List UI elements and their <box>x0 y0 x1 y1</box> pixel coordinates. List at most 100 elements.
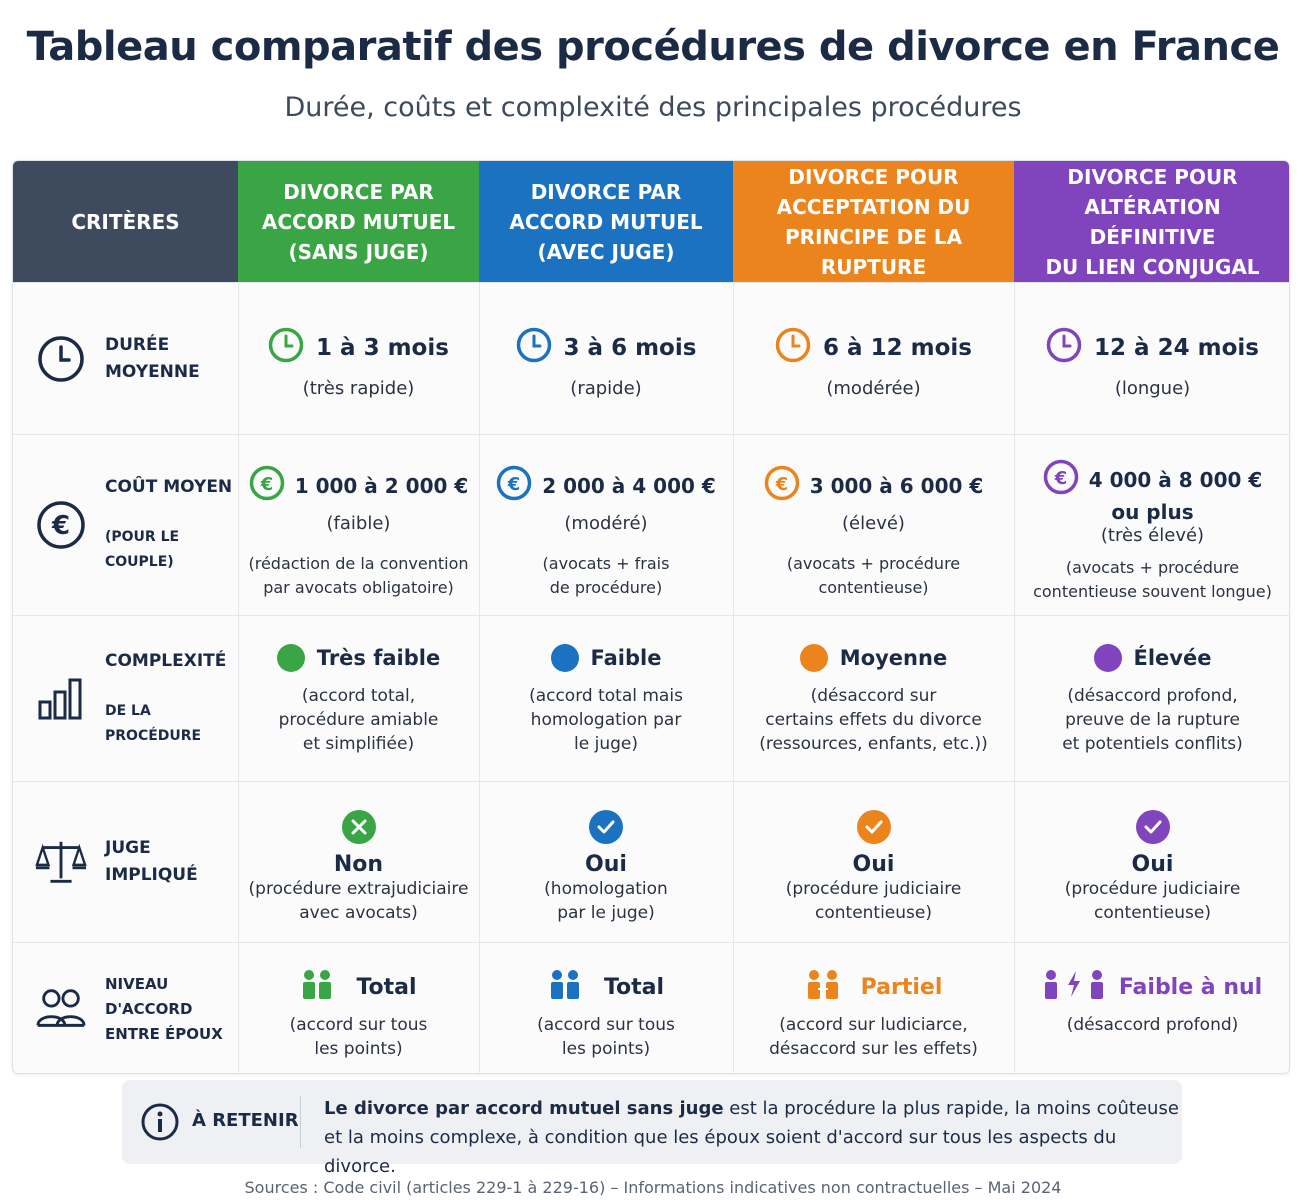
agreement-desc: (accord sur tous les points) <box>289 1015 428 1059</box>
clock-icon <box>516 327 552 369</box>
agreement-value: Partiel <box>860 974 943 1000</box>
clock-icon <box>775 327 811 369</box>
green-dot-icon <box>276 644 305 672</box>
row-accord: NIVEAU D'ACCORD ENTRE ÉPOUX Total (accor… <box>13 942 1289 1073</box>
check-icon <box>856 810 891 844</box>
duration-value: 6 à 12 mois <box>823 335 972 361</box>
bar-chart-icon <box>35 673 87 725</box>
judge-value: Oui <box>1131 852 1174 877</box>
orange-dot-icon <box>799 644 828 672</box>
comparison-table: CRITÈRES DIVORCE PAR ACCORD MUTUEL (SANS… <box>12 160 1290 1074</box>
duration-value: 3 à 6 mois <box>563 335 697 361</box>
scales-icon <box>35 836 87 888</box>
euro-icon: € <box>1043 459 1079 500</box>
retain-box: À RETENIR Le divorce par accord mutuel s… <box>122 1080 1182 1177</box>
agreement-value: Total <box>356 974 417 1000</box>
agreement-value: Faible à nul <box>1118 974 1263 1000</box>
euro-icon: € <box>249 465 285 506</box>
header-alteration: DIVORCE POUR ALTÉRATION DÉFINITIVE DU LI… <box>1014 161 1289 282</box>
cost-sub: (élevé) <box>842 513 905 534</box>
complexity-desc: (accord total mais homologation par le j… <box>529 686 683 754</box>
complexity-value: Élevée <box>1133 646 1212 670</box>
row-juge: JUGE IMPLIQUÉ Non (procédure extrajudici… <box>13 781 1289 942</box>
cost-value: 3 000 à 6 000 € <box>809 473 984 498</box>
row-duree: DURÉE MOYENNE 1 à 3 mois (très rapide) 3… <box>13 282 1289 434</box>
header-criteria: CRITÈRES <box>13 161 238 282</box>
retain-text-bold: Le divorce par accord mutuel sans juge <box>324 1098 724 1119</box>
cost-note: (avocats + procédure contentieuse) <box>786 554 961 597</box>
judge-desc: (procédure judiciaire contentieuse) <box>785 879 962 923</box>
cost-sub: (très élevé) <box>1100 525 1205 546</box>
criteria-label-cout: COÛT MOYEN <box>105 477 233 497</box>
agreement-desc: (accord sur ludiciarce, désaccord sur le… <box>769 1015 978 1059</box>
header-label: DIVORCE POUR ALTÉRATION DÉFINITIVE DU LI… <box>1045 164 1260 279</box>
header-mutual-with-judge: DIVORCE PAR ACCORD MUTUEL (AVEC JUGE) <box>479 161 733 282</box>
page-subtitle: Durée, coûts et complexité des principal… <box>284 92 1022 123</box>
complexity-value: Très faible <box>316 646 441 670</box>
row-cout: € COÛT MOYEN (POUR LE COUPLE) € 1 000 à … <box>13 434 1289 615</box>
header-label: DIVORCE PAR ACCORD MUTUEL (AVEC JUGE) <box>509 179 703 264</box>
header-acceptance: DIVORCE POUR ACCEPTATION DU PRINCIPE DE … <box>733 161 1014 282</box>
duration-sub: (très rapide) <box>302 378 415 399</box>
duration-value: 12 à 24 mois <box>1094 335 1259 361</box>
criteria-sublabel-cout: (POUR LE COUPLE) <box>105 529 180 570</box>
criteria-sublabel-complexite: DE LA PROCÉDURE <box>105 702 202 744</box>
cost-value-extra: ou plus <box>1111 500 1194 524</box>
complexity-desc: (accord total, procédure amiable et simp… <box>278 686 439 754</box>
complexity-desc: (désaccord profond, preuve de la rupture… <box>1062 686 1243 754</box>
judge-value: Non <box>333 852 384 877</box>
criteria-label-complexite: COMPLEXITÉ <box>105 650 227 671</box>
couple-partial-icon <box>805 969 841 1005</box>
people-icon <box>35 983 87 1035</box>
agreement-desc: (désaccord profond) <box>1066 1015 1239 1035</box>
retain-text-line2: et la moins complexe, à condition que le… <box>324 1127 1117 1177</box>
header-label: DIVORCE POUR ACCEPTATION DU PRINCIPE DE … <box>776 164 971 279</box>
cost-note: (rédaction de la convention par avocats … <box>248 554 469 597</box>
sources-footnote: Sources : Code civil (articles 229-1 à 2… <box>244 1178 1062 1197</box>
retain-text-rest: est la procédure la plus rapide, la moin… <box>723 1098 1179 1119</box>
euro-icon: € <box>764 465 800 506</box>
row-complexite: COMPLEXITÉ DE LA PROCÉDURE Très faible (… <box>13 615 1289 781</box>
cost-sub: (faible) <box>326 513 391 534</box>
duration-value: 1 à 3 mois <box>316 335 449 361</box>
header-label: DIVORCE PAR ACCORD MUTUEL (SANS JUGE) <box>261 179 456 264</box>
complexity-value: Moyenne <box>839 646 948 670</box>
duration-sub: (rapide) <box>570 378 642 399</box>
svg-text:€: € <box>507 474 521 495</box>
cross-icon <box>341 810 376 844</box>
judge-desc: (homologation par le juge) <box>544 879 668 923</box>
clock-icon <box>35 333 87 385</box>
duration-sub: (modérée) <box>826 378 921 399</box>
header-criteria-label: CRITÈRES <box>71 209 180 234</box>
duration-sub: (longue) <box>1114 378 1191 399</box>
check-icon <box>1135 810 1170 844</box>
euro-icon: € <box>496 465 532 506</box>
cost-note: (avocats + frais de procédure) <box>542 554 670 597</box>
svg-text:€: € <box>51 511 70 541</box>
agreement-value: Total <box>603 974 665 1000</box>
cost-value: 4 000 à 8 000 € <box>1088 467 1263 492</box>
cost-note: (avocats + procédure contentieuse souven… <box>1033 558 1272 601</box>
euro-icon: € <box>35 499 87 551</box>
couple-conflict-icon <box>1043 969 1105 1005</box>
check-icon <box>589 810 623 844</box>
cost-value: 2 000 à 4 000 € <box>542 473 716 498</box>
complexity-desc: (désaccord sur certains effets du divorc… <box>759 686 988 754</box>
retain-label: À RETENIR <box>192 1110 299 1131</box>
criteria-label-juge: JUGE IMPLIQUÉ <box>105 838 198 885</box>
info-icon <box>140 1102 180 1146</box>
svg-text:€: € <box>774 474 788 495</box>
purple-dot-icon <box>1093 644 1122 672</box>
judge-desc: (procédure judiciaire contentieuse) <box>1064 879 1241 923</box>
page-title: Tableau comparatif des procédures de div… <box>26 24 1280 70</box>
blue-dot-icon <box>550 644 579 672</box>
criteria-label-duree: DURÉE MOYENNE <box>105 334 200 382</box>
judge-desc: (procédure extrajudiciaire avec avocats) <box>248 879 469 923</box>
svg-text:€: € <box>1053 468 1067 489</box>
couple-icon <box>548 969 582 1005</box>
judge-value: Oui <box>852 852 895 877</box>
couple-icon <box>300 969 334 1005</box>
cost-value: 1 000 à 2 000 € <box>294 473 469 498</box>
clock-icon <box>1046 327 1082 369</box>
retain-text: Le divorce par accord mutuel sans juge e… <box>324 1094 1182 1181</box>
